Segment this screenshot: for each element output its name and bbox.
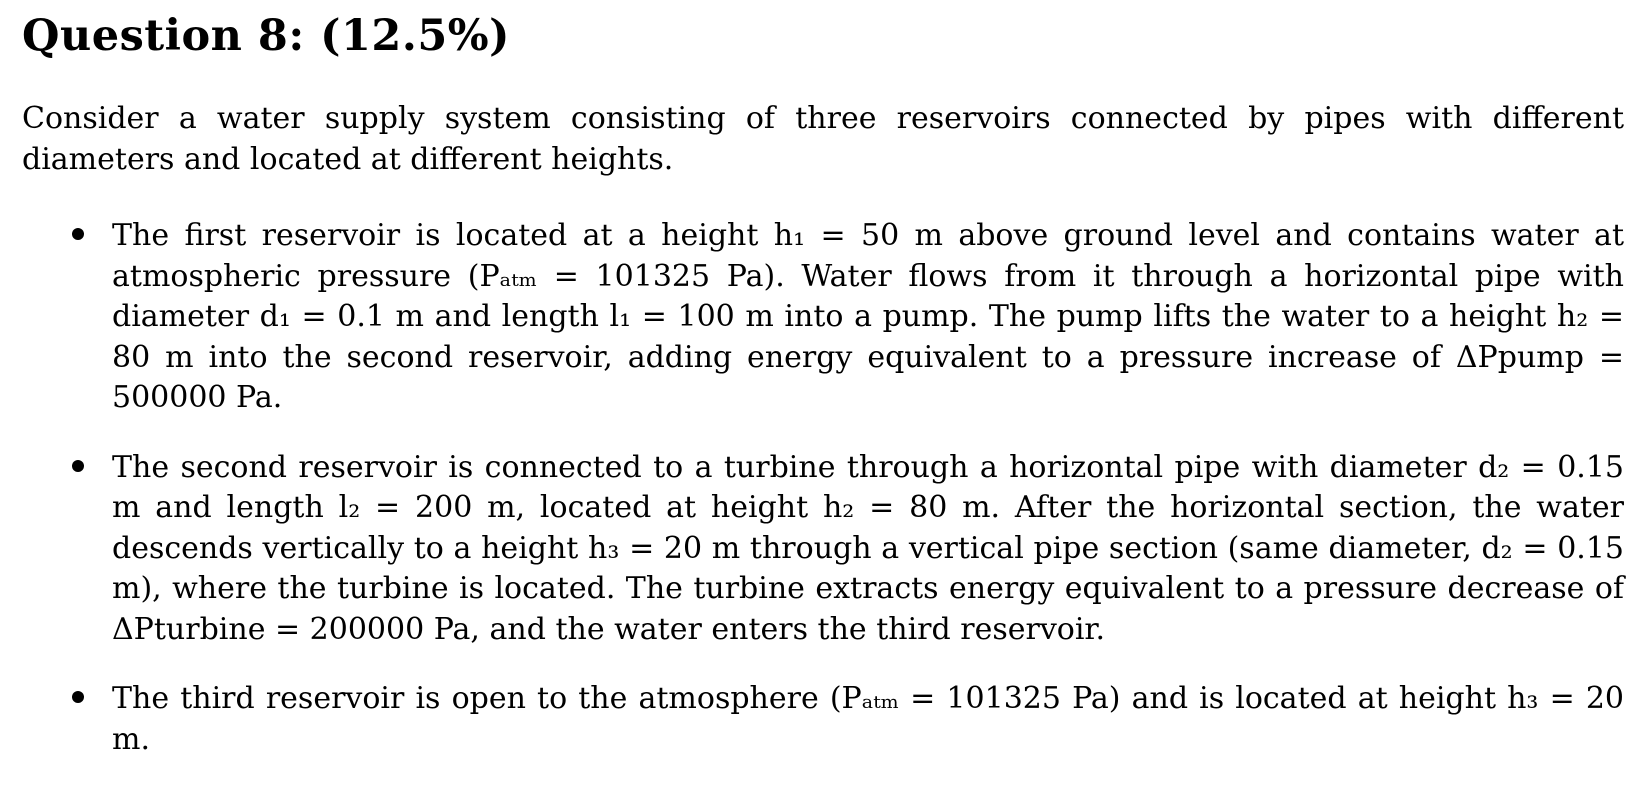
bullet-icon [72, 228, 84, 240]
list-item-text: The second reservoir is connected to a t… [112, 449, 1624, 647]
list-item: The second reservoir is connected to a t… [22, 448, 1624, 651]
list-item: The third reservoir is open to the atmos… [22, 679, 1624, 760]
bullet-list: The first reservoir is located at a heig… [22, 216, 1624, 760]
list-item: The first reservoir is located at a heig… [22, 216, 1624, 419]
list-item-text: The first reservoir is located at a heig… [112, 218, 1624, 415]
document-page: Question 8: (12.5%) Consider a water sup… [22, 8, 1624, 789]
question-heading: Question 8: (12.5%) [22, 11, 510, 61]
intro-paragraph: Consider a water supply system consistin… [22, 101, 1624, 177]
list-item-text: The third reservoir is open to the atmos… [112, 681, 1624, 757]
bullet-icon [72, 691, 84, 703]
bullet-icon [72, 459, 84, 472]
